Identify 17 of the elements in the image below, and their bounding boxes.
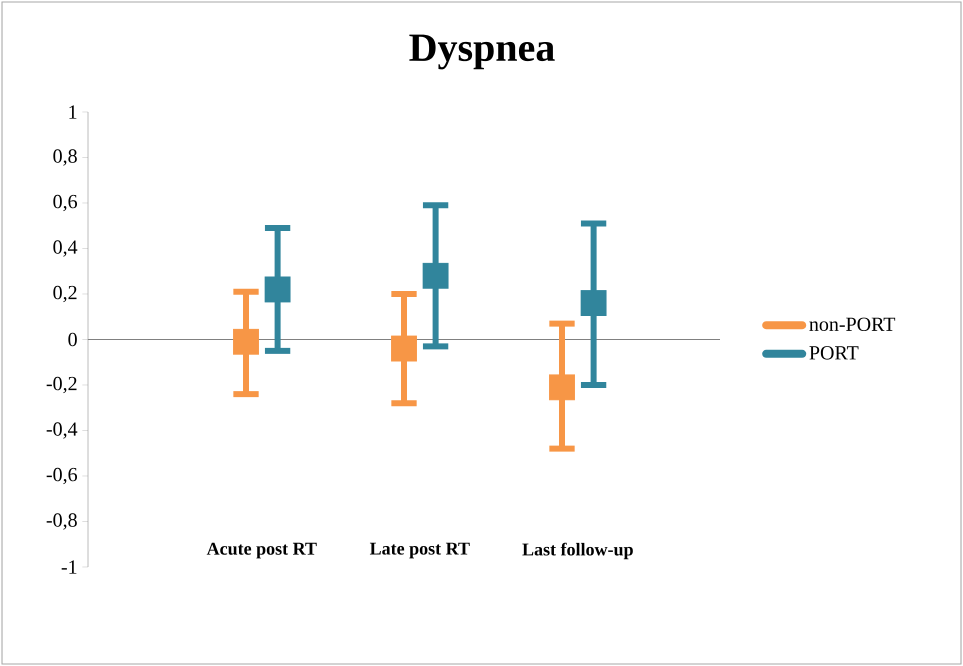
y-tick-label: 1 (69, 105, 76, 119)
y-tick-label: 0,6 (53, 194, 78, 212)
x-tick-label: Late post RT (370, 542, 470, 558)
x-tick-label: Acute post RT (206, 542, 317, 558)
chart-title: Dyspnea (409, 34, 555, 70)
y-tick-label: 0,8 (53, 149, 77, 166)
y-tick-label: -0,2 (46, 376, 76, 394)
y-tick-label: 0,2 (53, 286, 76, 302)
y-tick-label: 0 (68, 332, 77, 346)
legend-label: non-PORT (809, 318, 896, 332)
y-tick-label: -0,6 (46, 468, 78, 484)
y-tick-label: -1 (62, 560, 76, 574)
y-tick-label: -0,8 (46, 513, 77, 530)
y-tick-label: -0,4 (46, 422, 78, 439)
x-tick-label: Last follow-up (522, 542, 633, 560)
legend-label: PORT (809, 346, 858, 360)
y-tick-label: 0,4 (53, 240, 78, 257)
